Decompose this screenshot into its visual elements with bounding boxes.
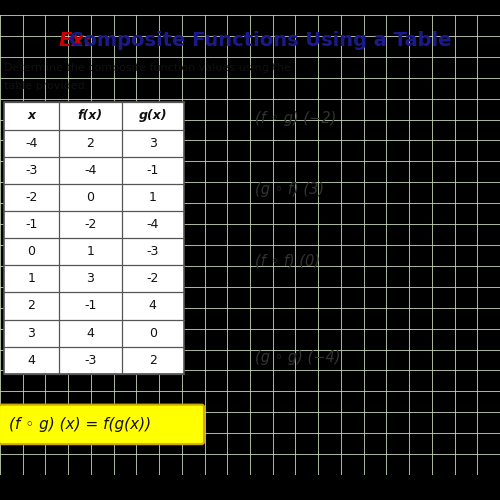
Text: 0: 0 [86,191,94,204]
Text: x: x [28,110,36,122]
FancyBboxPatch shape [4,102,184,374]
Text: (g ◦ g) (−4): (g ◦ g) (−4) [255,350,340,365]
Text: 4: 4 [149,300,156,312]
Text: -3: -3 [146,245,159,258]
Text: -1: -1 [84,300,96,312]
Text: (g ◦ f) (3): (g ◦ f) (3) [255,182,324,198]
Text: 2: 2 [149,354,156,366]
Text: f(x): f(x) [78,110,103,122]
Text: 2: 2 [28,300,36,312]
Text: (f ◦ g) (x) = f(g(x)): (f ◦ g) (x) = f(g(x)) [9,417,151,432]
Text: g(x): g(x) [138,110,167,122]
Text: Determine the composite function values using the: Determine the composite function values … [4,63,291,73]
Text: Ex:: Ex: [58,31,92,50]
Text: 1: 1 [149,191,156,204]
Text: -3: -3 [84,354,96,366]
Text: 1: 1 [28,272,36,285]
FancyBboxPatch shape [0,404,204,444]
Text: Composite Functions Using a Table: Composite Functions Using a Table [69,31,451,50]
Text: -3: -3 [26,164,38,177]
Text: -4: -4 [26,136,38,149]
Text: -4: -4 [146,218,159,231]
Text: 3: 3 [149,136,156,149]
Text: -4: -4 [84,164,96,177]
Text: 0: 0 [28,245,36,258]
Text: 2: 2 [86,136,94,149]
Text: 4: 4 [28,354,36,366]
Text: (f ◦ f) (0): (f ◦ f) (0) [255,254,320,268]
Text: 3: 3 [28,326,36,340]
Text: 1: 1 [86,245,94,258]
Text: -2: -2 [146,272,159,285]
Text: -1: -1 [146,164,159,177]
Text: -2: -2 [26,191,38,204]
Text: -1: -1 [26,218,38,231]
Text: 3: 3 [86,272,94,285]
Text: table provided.: table provided. [4,82,88,92]
Text: 0: 0 [149,326,157,340]
Text: (f ◦ g) (−2): (f ◦ g) (−2) [255,111,336,126]
Text: 4: 4 [86,326,94,340]
Text: -2: -2 [84,218,96,231]
